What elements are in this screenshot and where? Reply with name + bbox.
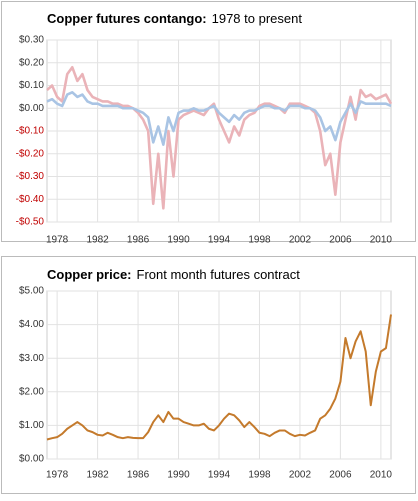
x-tick-label: 2006 bbox=[329, 235, 352, 246]
line-series bbox=[46, 314, 392, 441]
x-tick-label: 2010 bbox=[370, 235, 393, 246]
x-tick-label: 1990 bbox=[167, 235, 190, 246]
y-tick-label: -$0.20 bbox=[16, 148, 45, 159]
y-tick-label: $4.00 bbox=[19, 319, 44, 330]
line-series bbox=[46, 66, 393, 210]
x-tick-label: 2010 bbox=[370, 470, 393, 481]
x-tick-label: 1978 bbox=[46, 470, 69, 481]
title: Copper price: bbox=[47, 267, 132, 282]
x-tick-label: 2006 bbox=[329, 470, 352, 481]
y-tick-label: $0.00 bbox=[19, 103, 44, 114]
chart-title: Copper price: Front month futures contrac… bbox=[47, 267, 300, 282]
chart-title: Copper futures contango: 1978 to present bbox=[47, 11, 302, 26]
subtitle: 1978 to present bbox=[212, 11, 303, 26]
x-tick-label: 1986 bbox=[127, 235, 150, 246]
x-tick-label: 1994 bbox=[208, 470, 231, 481]
x-tick-label: 2002 bbox=[289, 470, 312, 481]
y-tick-label: $0.20 bbox=[19, 57, 44, 68]
x-tick-label: 1998 bbox=[248, 470, 271, 481]
x-tick-label: 1982 bbox=[86, 470, 109, 481]
x-tick-label: 1990 bbox=[167, 470, 190, 481]
y-tick-label: $1.00 bbox=[19, 420, 44, 431]
line-series bbox=[46, 91, 392, 146]
title: Copper futures contango: bbox=[47, 11, 207, 26]
y-tick-label: $0.10 bbox=[19, 80, 44, 91]
subtitle: Front month futures contract bbox=[137, 267, 301, 282]
y-tick-label: -$0.50 bbox=[16, 217, 45, 228]
y-tick-label: -$0.30 bbox=[16, 171, 45, 182]
y-tick-label: $0.30 bbox=[19, 35, 44, 46]
y-tick-label: $0.00 bbox=[19, 454, 44, 465]
x-tick-label: 1994 bbox=[208, 235, 231, 246]
y-tick-label: $5.00 bbox=[19, 286, 44, 297]
x-tick-label: 2002 bbox=[289, 235, 312, 246]
x-tick-label: 1978 bbox=[46, 235, 69, 246]
x-tick-label: 1986 bbox=[127, 470, 150, 481]
x-tick-label: 1982 bbox=[86, 235, 109, 246]
y-tick-label: $3.00 bbox=[19, 353, 44, 364]
x-tick-label: 1998 bbox=[248, 235, 271, 246]
y-tick-label: -$0.10 bbox=[16, 126, 45, 137]
y-tick-label: $2.00 bbox=[19, 386, 44, 397]
y-tick-label: -$0.40 bbox=[16, 194, 45, 205]
